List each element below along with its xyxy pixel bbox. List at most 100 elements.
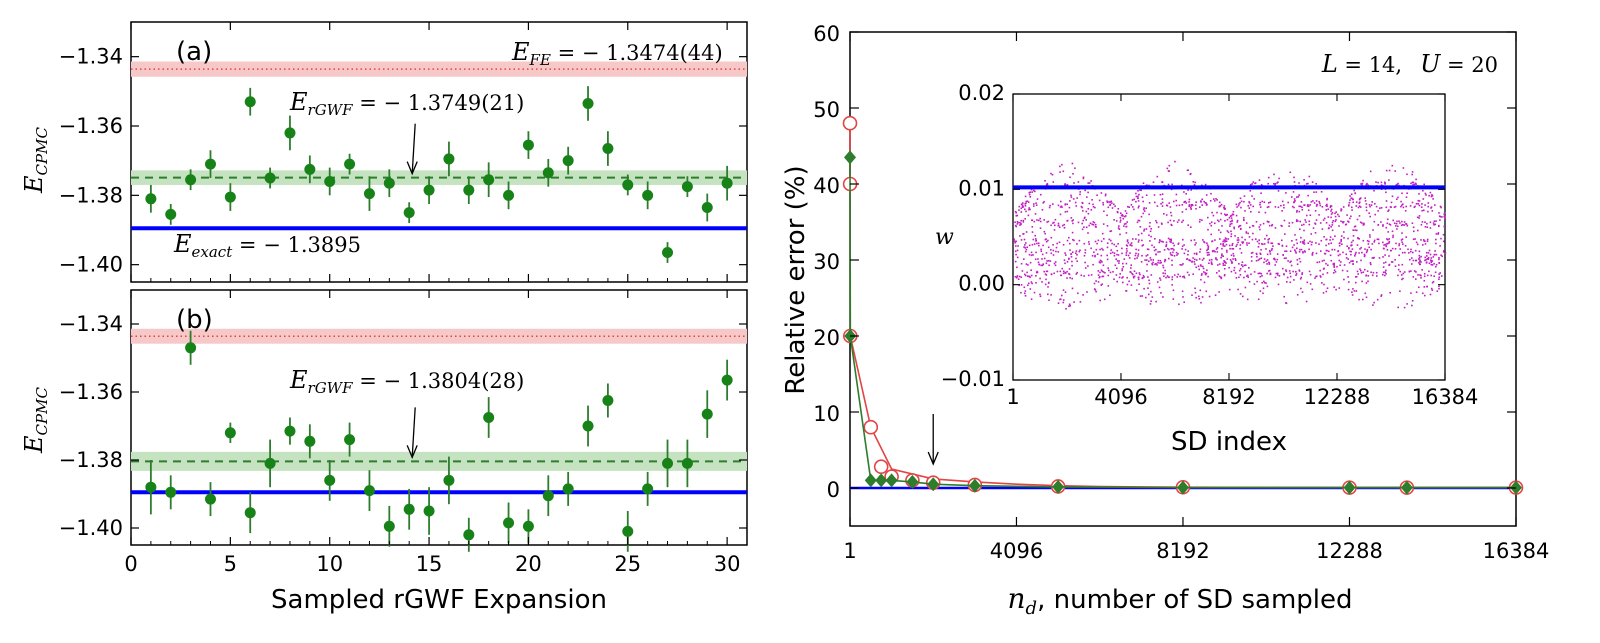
weight-point (1050, 294, 1052, 296)
weight-point (1284, 233, 1286, 235)
weight-point (1023, 286, 1026, 289)
weight-point (1389, 224, 1392, 226)
weight-point (1181, 276, 1184, 278)
weight-point (1194, 263, 1196, 265)
weight-point (1405, 223, 1407, 225)
weight-point (1259, 203, 1261, 206)
weight-point (1014, 250, 1017, 253)
weight-point (1330, 242, 1332, 244)
weight-point (1357, 237, 1359, 239)
weight-point (1431, 210, 1434, 212)
weight-point (1441, 275, 1443, 277)
weight-point (1062, 244, 1065, 246)
weight-point (1133, 270, 1136, 272)
weight-point (1423, 239, 1425, 241)
point-marker (463, 184, 475, 196)
weight-point (1283, 273, 1285, 276)
weight-point (1415, 291, 1418, 293)
weight-point (1206, 249, 1208, 251)
weight-point (1066, 203, 1068, 206)
weight-point (1119, 217, 1122, 219)
weight-point (1061, 267, 1063, 270)
weight-point (1356, 218, 1359, 221)
weight-point (1364, 248, 1366, 250)
arrow-shaft (411, 407, 416, 458)
weight-point (1072, 173, 1074, 175)
weight-point (1394, 259, 1396, 261)
weight-point (1094, 223, 1097, 226)
weight-point (1354, 225, 1357, 228)
weight-point (1262, 222, 1265, 225)
weight-point (1102, 249, 1104, 251)
weight-point (1098, 276, 1101, 279)
weight-point (1359, 248, 1361, 250)
weight-point (1239, 293, 1242, 295)
point-marker (483, 174, 495, 186)
weight-point (1248, 242, 1250, 244)
weight-point (1382, 241, 1384, 244)
weight-point (1157, 262, 1159, 264)
weight-point (1127, 242, 1130, 244)
weight-point (1232, 210, 1235, 213)
weight-point (1250, 273, 1252, 276)
weight-point (1117, 227, 1120, 229)
weight-point (1044, 283, 1047, 286)
weight-point (1233, 255, 1235, 257)
weight-point (1240, 252, 1243, 254)
weight-point (1064, 272, 1067, 274)
weight-point (1268, 249, 1271, 252)
weight-point (1383, 244, 1385, 246)
weight-point (1117, 208, 1120, 210)
weight-point (1412, 259, 1415, 262)
weight-point (1100, 240, 1103, 243)
weight-point (1101, 283, 1103, 285)
weight-point (1301, 291, 1304, 293)
weight-point (1255, 252, 1258, 255)
weight-point (1433, 262, 1435, 265)
weight-point (1211, 250, 1214, 252)
weight-point (1021, 270, 1024, 272)
weight-point (1057, 302, 1060, 304)
fe-band (131, 61, 747, 77)
weight-point (1024, 250, 1027, 253)
weight-point (1181, 264, 1183, 266)
weight-point (1352, 260, 1354, 263)
weight-point (1403, 224, 1406, 226)
weight-point (1062, 289, 1065, 291)
weight-point (1293, 279, 1295, 281)
weight-point (1267, 241, 1270, 244)
weight-point (1170, 211, 1172, 214)
weight-point (1365, 206, 1368, 209)
y-tick-label: 20 (813, 326, 840, 350)
point-marker (463, 529, 475, 541)
weight-point (1083, 242, 1086, 245)
weight-point (1391, 261, 1394, 263)
weight-point (1398, 243, 1401, 245)
point-marker (204, 493, 216, 505)
weight-point (1351, 248, 1354, 250)
weight-point (1293, 198, 1296, 200)
weight-point (1188, 201, 1190, 203)
weight-point (1418, 258, 1420, 260)
rgwf-label-a: ErGWF = − 1.3749(21) (289, 88, 524, 119)
weight-point (1028, 282, 1030, 285)
weight-point (1257, 246, 1260, 248)
weight-point (1401, 251, 1404, 254)
weight-point (1443, 250, 1445, 252)
weight-point (1054, 224, 1056, 227)
weight-point (1337, 213, 1339, 216)
weight-point (1101, 232, 1104, 235)
weight-point (1203, 200, 1205, 203)
weight-point (1334, 220, 1337, 223)
point-marker (503, 189, 515, 201)
weight-point (1411, 300, 1414, 302)
point-marker (185, 342, 197, 354)
weight-point (1058, 226, 1061, 228)
weight-point (1212, 214, 1215, 217)
weight-point (1236, 219, 1239, 222)
weight-point (1092, 206, 1095, 208)
weight-point (1230, 214, 1233, 217)
weight-point (1151, 263, 1154, 266)
weight-point (1299, 220, 1301, 223)
weight-point (1184, 201, 1186, 203)
